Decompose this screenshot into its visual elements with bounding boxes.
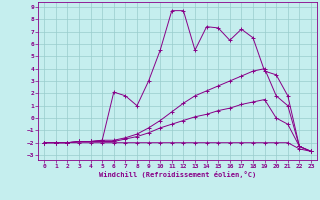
X-axis label: Windchill (Refroidissement éolien,°C): Windchill (Refroidissement éolien,°C) xyxy=(99,171,256,178)
